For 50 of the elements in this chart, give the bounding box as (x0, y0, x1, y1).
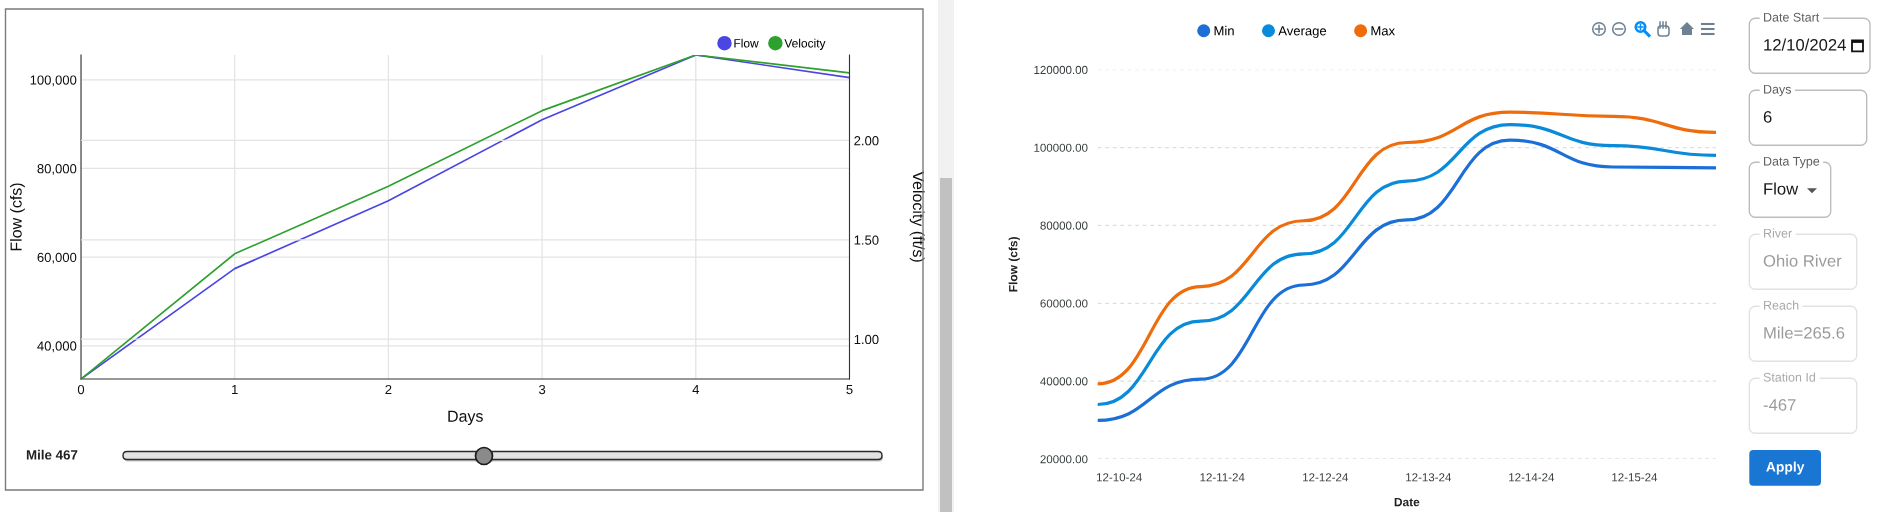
x-tick-label: 2 (385, 384, 392, 395)
y-tick-label: 100,000 (30, 75, 77, 87)
y-tick-label: 120000.00 (1034, 65, 1088, 74)
legend-label: Average (1278, 26, 1327, 39)
text: Date Start (1764, 12, 1820, 22)
y-tick-label: 40000.00 (1040, 377, 1088, 386)
y-tick-label: 20000.00 (1040, 455, 1088, 464)
x-tick-label: 4 (692, 385, 700, 395)
y2-axis-title: Velocity (ft/s) (909, 171, 925, 262)
x-axis-title: Date (1394, 497, 1420, 507)
x-axis-title: Days (448, 410, 483, 425)
legend-label: Flow (734, 38, 759, 48)
text: -467 (1763, 398, 1796, 411)
line-series (81, 55, 850, 379)
text: Flow (1764, 182, 1799, 195)
text: Station Id (1763, 372, 1816, 382)
text: 12/10/2024 (1764, 38, 1846, 51)
x-tick-label: 12-12-24 (1303, 473, 1349, 482)
text: Mile=265.6 (1764, 326, 1845, 339)
text: Reach (1764, 300, 1799, 310)
y-tick-label: 80000.00 (1040, 221, 1088, 230)
y-axis-title: Flow (cfs) (10, 183, 25, 251)
y-tick-label: 60,000 (37, 252, 77, 264)
text: Mile 467 (26, 449, 78, 460)
legend-label: Velocity (784, 38, 826, 50)
x-tick-label: 0 (77, 384, 85, 395)
legend-label: Max (1371, 26, 1395, 36)
text: Days (1764, 84, 1792, 97)
x-tick-label: 12-13-24 (1406, 473, 1452, 482)
y2-tick-label: 1.00 (854, 334, 879, 345)
x-tick-label: 12-14-24 (1509, 473, 1555, 482)
y-axis-title: Flow (cfs) (1008, 237, 1020, 292)
legend-label: Min (1214, 25, 1234, 36)
text: River (1764, 228, 1792, 238)
x-tick-label: 12-11-24 (1200, 473, 1245, 482)
x-tick-label: 12-10-24 (1096, 473, 1142, 482)
text: Apply (1766, 461, 1805, 475)
y-tick-label: 80,000 (37, 164, 77, 175)
text: Ohio River (1763, 254, 1842, 267)
y-tick-label: 60000.00 (1040, 299, 1088, 308)
x-tick-label: 1 (232, 385, 238, 395)
y-tick-label: 40,000 (37, 341, 77, 353)
x-tick-label: 12-15-24 (1612, 473, 1658, 482)
y-tick-label: 100000.00 (1034, 143, 1088, 152)
y2-tick-label: 2.00 (854, 136, 879, 146)
text: Data Type (1764, 156, 1820, 169)
x-tick-label: 3 (538, 384, 546, 395)
y2-tick-label: 1.50 (854, 235, 879, 245)
text: 6 (1763, 110, 1772, 123)
x-tick-label: 5 (846, 385, 853, 395)
